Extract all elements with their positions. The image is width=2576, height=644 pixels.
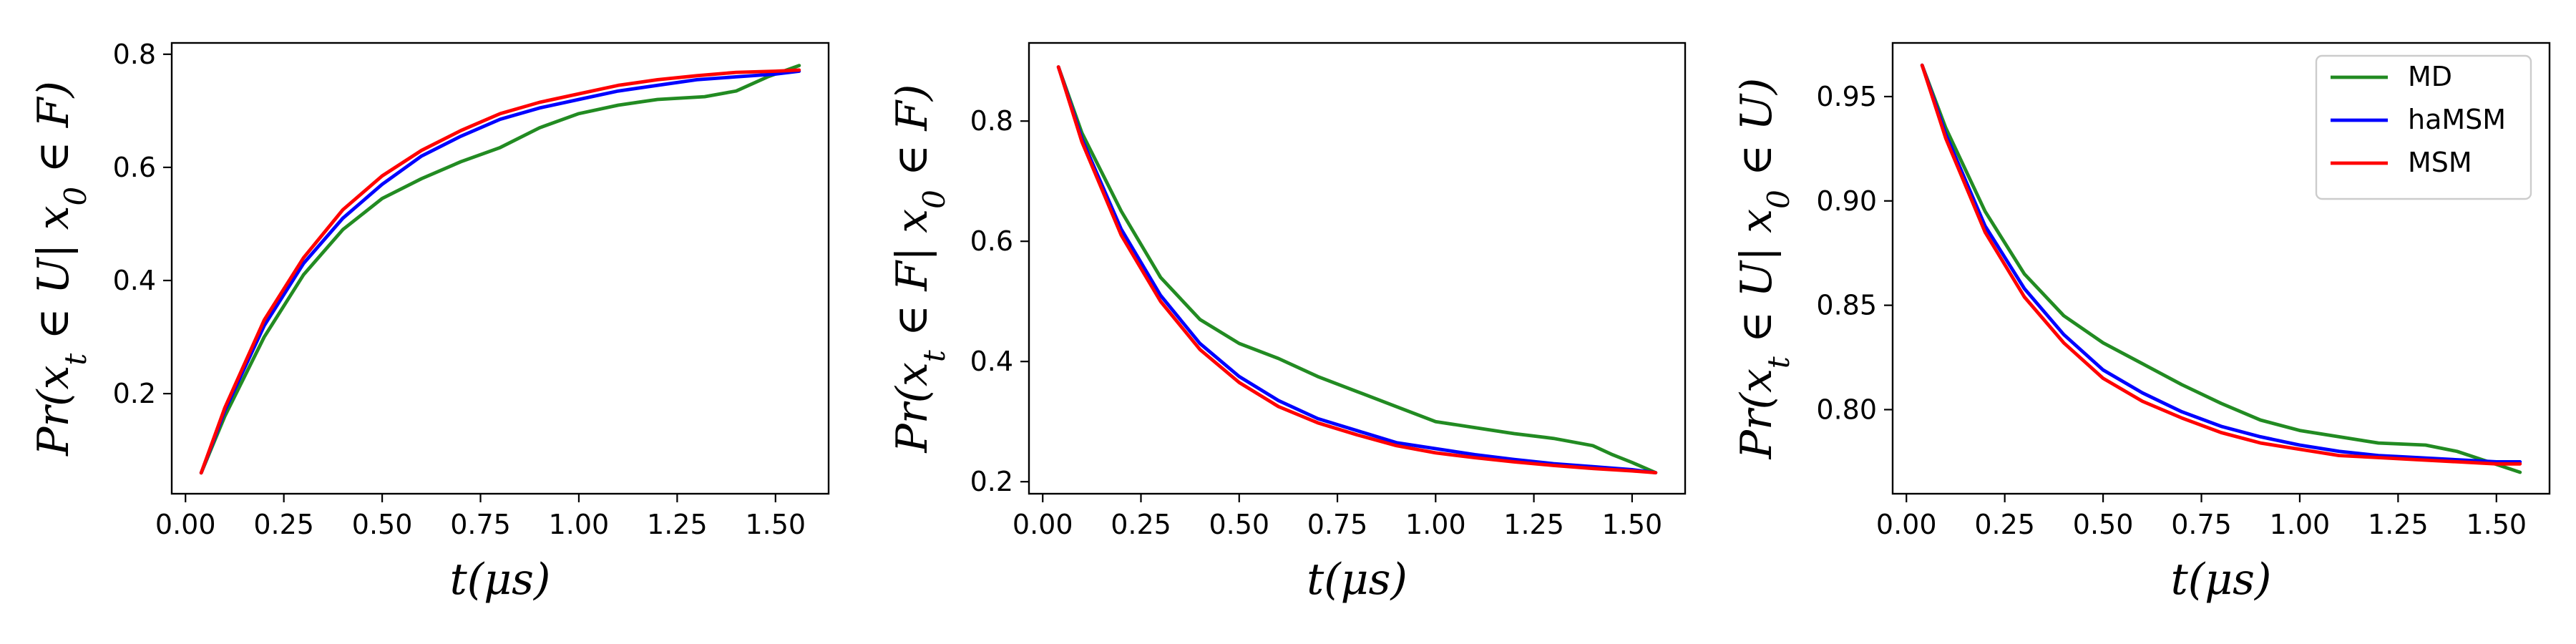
series-line-hamsm (1920, 63, 2522, 464)
x-tick-label: 1.50 (745, 509, 806, 540)
x-tick-label: 1.25 (647, 509, 708, 540)
x-axis-label: t(μs) (1307, 555, 1407, 605)
x-tick-label: 0.75 (450, 509, 511, 540)
y-tick-label: 0.6 (113, 152, 156, 183)
y-tick-label: 0.80 (1816, 394, 1877, 425)
x-tick-label: 0.25 (1111, 509, 1171, 540)
x-tick-label: 1.25 (2368, 509, 2429, 540)
x-tick-label: 0.00 (155, 509, 216, 540)
x-tick-label: 0.25 (1974, 509, 2035, 540)
y-axis-label: Pr(xt ∈ F| x0 ∈ F) (887, 84, 952, 454)
x-tick-label: 0.50 (2073, 509, 2134, 540)
x-tick-label: 0.25 (253, 509, 314, 540)
axes-frame (1028, 42, 1687, 495)
x-tick-label: 1.00 (2270, 509, 2331, 540)
legend: MD haMSM MSM (2315, 54, 2532, 200)
y-tick-label: 0.90 (1816, 185, 1877, 217)
x-tick-label: 1.25 (1503, 509, 1564, 540)
y-tick-label: 0.85 (1816, 290, 1877, 321)
y-tick-label: 0.95 (1816, 81, 1877, 112)
y-tick-label: 0.2 (970, 466, 1013, 497)
series-line-md (199, 64, 801, 475)
x-tick-label: 0.75 (1307, 509, 1368, 540)
y-tick-label: 0.2 (113, 378, 156, 409)
subplot-2: 0.00 0.25 0.50 0.75 1.00 1.25 1.50 0.2 0.4 0.6 0.8… (887, 42, 1687, 605)
legend-entry: MSM (2408, 147, 2472, 178)
subplot-1: 0.00 0.25 0.50 0.75 1.00 1.25 1.50 0.2 0.4 0.6 0.8… (29, 39, 830, 605)
y-tick-label: 0.8 (970, 105, 1013, 137)
x-tick-label: 0.75 (2171, 509, 2232, 540)
series-line-msm (1056, 65, 1658, 474)
x-tick-label: 1.50 (1602, 509, 1663, 540)
legend-entry: MD (2408, 61, 2452, 92)
y-tick-label: 0.4 (970, 346, 1013, 377)
x-tick-label: 0.50 (1209, 509, 1269, 540)
x-axis-label: t(μs) (2171, 555, 2272, 605)
axes-frame (170, 42, 830, 495)
subplot-3: 0.00 0.25 0.50 0.75 1.00 1.25 1.50 0.80 0.85 0.90… (1732, 42, 2551, 605)
series-line-md (1920, 63, 2522, 474)
x-axis-label: t(μs) (450, 555, 551, 605)
y-axis-label: Pr(xt ∈ U| x0 ∈ U) (1732, 78, 1796, 460)
x-tick-label: 1.00 (1405, 509, 1466, 540)
series-line-md (1056, 65, 1658, 474)
axes-frame (1891, 42, 2551, 495)
series-line-hamsm (1056, 65, 1658, 474)
x-tick-label: 0.00 (1013, 509, 1073, 540)
x-tick-label: 1.00 (549, 509, 610, 540)
legend-entry: haMSM (2408, 104, 2506, 135)
series-line-msm (199, 68, 801, 475)
y-tick-label: 0.4 (113, 265, 156, 296)
series-line-msm (1920, 63, 2522, 466)
y-tick-label: 0.6 (970, 225, 1013, 257)
y-tick-label: 0.8 (113, 39, 156, 70)
series-line-hamsm (199, 69, 801, 475)
x-tick-label: 0.00 (1876, 509, 1937, 540)
y-axis-label: Pr(xt ∈ U| x0 ∈ F) (29, 81, 93, 457)
x-tick-label: 0.50 (352, 509, 413, 540)
x-tick-label: 1.50 (2466, 509, 2527, 540)
